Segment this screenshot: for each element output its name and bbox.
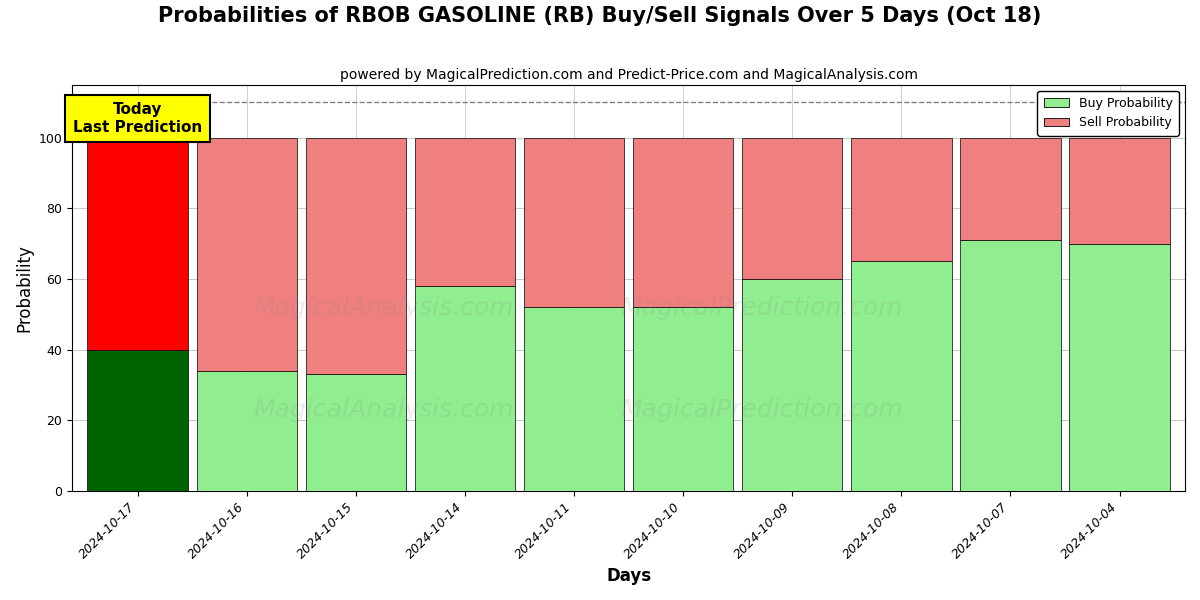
Bar [1069,137,1170,244]
Text: Today
Last Prediction: Today Last Prediction [73,102,203,134]
Text: Probabilities of RBOB GASOLINE (RB) Buy/Sell Signals Over 5 Days (Oct 18): Probabilities of RBOB GASOLINE (RB) Buy/… [158,6,1042,26]
Text: MagicalPrediction.com: MagicalPrediction.com [620,398,904,422]
Y-axis label: Probability: Probability [16,244,34,332]
Bar [960,137,1061,240]
Bar [197,371,296,491]
Bar [632,137,733,307]
Bar [415,137,515,286]
Bar [1069,244,1170,491]
Bar [960,240,1061,491]
Bar [306,374,406,491]
Bar [306,137,406,374]
X-axis label: Days: Days [606,567,652,585]
Bar [88,137,188,350]
Legend: Buy Probability, Sell Probability: Buy Probability, Sell Probability [1037,91,1178,136]
Bar [632,307,733,491]
Bar [415,286,515,491]
Bar [742,279,842,491]
Bar [88,350,188,491]
Text: MagicalPrediction.com: MagicalPrediction.com [620,296,904,320]
Text: MagicalAnalysis.com: MagicalAnalysis.com [253,398,514,422]
Bar [851,137,952,261]
Bar [851,261,952,491]
Bar [197,137,296,371]
Title: powered by MagicalPrediction.com and Predict-Price.com and MagicalAnalysis.com: powered by MagicalPrediction.com and Pre… [340,68,918,82]
Bar [742,137,842,279]
Bar [524,307,624,491]
Bar [524,137,624,307]
Text: MagicalAnalysis.com: MagicalAnalysis.com [253,296,514,320]
